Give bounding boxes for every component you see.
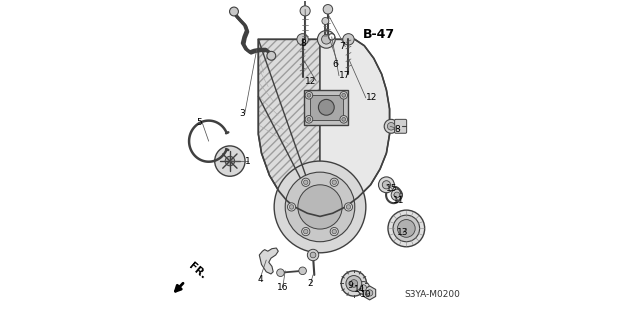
Circle shape xyxy=(321,34,331,44)
Circle shape xyxy=(301,178,310,186)
Circle shape xyxy=(225,156,235,166)
Circle shape xyxy=(310,252,316,258)
Circle shape xyxy=(340,115,348,123)
Circle shape xyxy=(317,31,335,48)
Text: 15: 15 xyxy=(387,184,398,193)
Text: 13: 13 xyxy=(397,228,409,237)
Text: 8: 8 xyxy=(394,125,400,134)
Circle shape xyxy=(350,280,358,287)
Circle shape xyxy=(387,122,395,130)
Circle shape xyxy=(300,6,310,16)
Text: 4: 4 xyxy=(257,275,263,284)
Circle shape xyxy=(285,172,355,242)
Polygon shape xyxy=(259,39,320,216)
Circle shape xyxy=(342,93,346,97)
Text: 14: 14 xyxy=(354,285,365,294)
Circle shape xyxy=(332,229,337,234)
Circle shape xyxy=(332,180,337,184)
Circle shape xyxy=(276,269,284,277)
Circle shape xyxy=(388,210,425,247)
Circle shape xyxy=(340,92,348,99)
Text: 3: 3 xyxy=(239,109,244,118)
Circle shape xyxy=(230,7,239,16)
Circle shape xyxy=(382,181,390,189)
Polygon shape xyxy=(364,286,376,300)
Circle shape xyxy=(323,4,333,14)
Circle shape xyxy=(214,146,245,176)
Circle shape xyxy=(342,117,346,121)
Circle shape xyxy=(307,249,319,261)
Polygon shape xyxy=(259,248,278,274)
Text: 8: 8 xyxy=(300,39,306,48)
Circle shape xyxy=(378,177,394,193)
Circle shape xyxy=(394,192,400,198)
Circle shape xyxy=(307,93,311,97)
Circle shape xyxy=(322,18,329,25)
Circle shape xyxy=(343,33,354,45)
Text: 9: 9 xyxy=(348,281,353,291)
Circle shape xyxy=(367,290,373,296)
FancyBboxPatch shape xyxy=(395,119,406,133)
Circle shape xyxy=(330,178,339,186)
Text: 17: 17 xyxy=(339,71,351,80)
Text: 5: 5 xyxy=(196,118,202,127)
FancyBboxPatch shape xyxy=(310,95,343,120)
Circle shape xyxy=(391,189,403,201)
Circle shape xyxy=(297,33,308,45)
Circle shape xyxy=(307,117,311,121)
Text: 10: 10 xyxy=(360,290,371,299)
Circle shape xyxy=(299,267,307,275)
Text: 2: 2 xyxy=(308,279,314,288)
Circle shape xyxy=(319,100,334,115)
Text: B-47: B-47 xyxy=(363,28,395,41)
Circle shape xyxy=(346,205,351,209)
Circle shape xyxy=(303,180,308,184)
Circle shape xyxy=(393,215,420,242)
Circle shape xyxy=(341,271,367,296)
Circle shape xyxy=(328,33,335,40)
Text: 16: 16 xyxy=(277,283,289,292)
Text: 6: 6 xyxy=(333,60,339,69)
Polygon shape xyxy=(320,39,390,216)
Text: 7: 7 xyxy=(340,42,346,51)
Circle shape xyxy=(357,282,370,294)
Circle shape xyxy=(384,119,398,133)
Circle shape xyxy=(346,276,362,291)
Circle shape xyxy=(360,285,367,291)
FancyBboxPatch shape xyxy=(304,90,348,125)
Circle shape xyxy=(301,227,310,236)
Circle shape xyxy=(305,92,313,99)
Circle shape xyxy=(289,205,294,209)
Text: FR.: FR. xyxy=(186,261,208,281)
Text: 11: 11 xyxy=(393,196,404,205)
Circle shape xyxy=(397,219,415,237)
Text: 12: 12 xyxy=(366,93,377,102)
Text: S3YA-M0200: S3YA-M0200 xyxy=(404,290,460,299)
Circle shape xyxy=(298,185,342,229)
Circle shape xyxy=(274,161,366,253)
Circle shape xyxy=(344,203,353,211)
Circle shape xyxy=(330,227,339,236)
Circle shape xyxy=(287,203,296,211)
Circle shape xyxy=(303,229,308,234)
Circle shape xyxy=(305,115,313,123)
Text: 1: 1 xyxy=(245,157,251,166)
Text: 12: 12 xyxy=(305,77,316,85)
Circle shape xyxy=(267,51,276,60)
